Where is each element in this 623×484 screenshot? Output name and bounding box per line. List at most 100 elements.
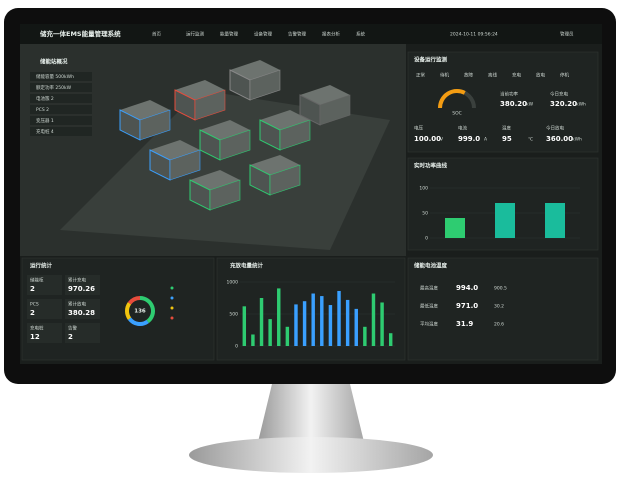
y-tick-label: 500 [229, 312, 238, 318]
bar [294, 304, 298, 346]
stat-value: 2 [30, 285, 35, 293]
battery-value: 971.0 [456, 302, 478, 310]
bar [380, 302, 384, 346]
overview-item: 额定功率 250kW [36, 84, 72, 91]
rack [190, 170, 240, 190]
stat-value: 380.28 [68, 309, 95, 317]
stat-value: 320.20 [550, 100, 577, 108]
status-tab[interactable]: 正常 [416, 72, 425, 79]
stat-unit: ℃ [528, 137, 533, 143]
rack [230, 60, 280, 80]
bar [268, 319, 272, 346]
stat-label: 告警 [68, 325, 77, 332]
battery-sub: 20.6 [494, 322, 504, 328]
status-tab[interactable]: 停机 [560, 72, 569, 79]
stat-card [65, 275, 100, 295]
stat-label: 累计放电 [68, 301, 86, 308]
battery-label: 最低温度 [420, 303, 438, 310]
nav-item[interactable]: 首页 [152, 31, 161, 38]
scene-racks [119, 60, 351, 211]
nav-item[interactable]: 能量管理 [220, 31, 238, 38]
rack [209, 179, 241, 211]
bar [363, 326, 367, 346]
clock: 2024-10-11 09:56:24 [450, 32, 498, 38]
rack [120, 100, 170, 120]
bar [371, 293, 376, 346]
status-tab[interactable]: 故障 [464, 72, 473, 79]
stat-label: 电压 [414, 125, 423, 132]
nav-item[interactable]: 系统 [356, 31, 365, 38]
bar [320, 296, 324, 346]
battery-sub: 30.2 [494, 304, 504, 310]
status-tab[interactable]: 放电 [536, 72, 545, 79]
rack [150, 140, 200, 160]
overview-item: 电池簇 2 [36, 95, 54, 102]
rack [260, 110, 310, 130]
legend-dot [170, 286, 174, 290]
bar [545, 203, 565, 238]
overview-row [30, 72, 92, 81]
stat-value: 380.20 [500, 100, 527, 108]
stat-value: 999.0 [458, 135, 480, 143]
bar [251, 334, 255, 346]
nav-item[interactable]: 设备管理 [254, 31, 272, 38]
stat-value: 100.00 [414, 135, 441, 143]
stat-unit: kWh [576, 102, 586, 108]
stat-card [27, 299, 62, 319]
bar [328, 305, 333, 346]
stat-unit: V [440, 137, 444, 143]
stat-value: 2 [30, 309, 35, 317]
rack [169, 149, 201, 181]
nav-item[interactable]: 运行监测 [186, 31, 204, 38]
bar [277, 288, 281, 346]
battery-value: 31.9 [456, 320, 473, 328]
stat-unit: kWh [572, 137, 582, 143]
overview-row [30, 94, 92, 103]
rack [175, 80, 225, 100]
battery-label: 平均温度 [420, 321, 438, 328]
y-tick-label: 0 [425, 236, 428, 242]
stand-base [189, 437, 433, 473]
stat-label: 储能柜 [30, 277, 44, 284]
nav-item[interactable]: 报表分析 [322, 31, 340, 38]
legend-dot [170, 306, 174, 310]
bar [345, 299, 350, 346]
overview-item: PCS 2 [36, 107, 49, 113]
stat-value: 360.00 [546, 135, 573, 143]
bar [337, 290, 341, 346]
stand-neck [258, 384, 364, 442]
ring-center: 136 [134, 309, 146, 315]
rack [139, 109, 171, 141]
app-title: 储充一体EMS能量管理系统 [39, 29, 121, 38]
status-tab[interactable]: 待机 [440, 72, 449, 79]
overview-item: 充电桩 4 [36, 128, 54, 135]
y-tick-label: 100 [419, 186, 428, 192]
legend-dot [170, 296, 174, 300]
legend-dot [170, 316, 174, 320]
nav-item[interactable]: 告警管理 [288, 31, 306, 38]
status-tab[interactable]: 离线 [488, 72, 497, 79]
battery-sub: 900.5 [494, 286, 507, 292]
y-tick-label: 1000 [227, 280, 239, 286]
y-tick-label: 0 [235, 344, 238, 350]
user-menu[interactable]: 管理员 [560, 31, 574, 38]
stat-label: 今日充电 [550, 91, 568, 98]
overview-row [30, 127, 92, 136]
ring-segment [127, 317, 149, 326]
battery-title: 储能电池温度 [413, 262, 448, 270]
chart-title: 运行统计 [30, 262, 53, 270]
bar [354, 308, 358, 346]
stat-label: 充电桩 [30, 325, 44, 332]
bar [302, 301, 307, 346]
panel [407, 257, 599, 361]
rack [219, 129, 251, 161]
status-tab[interactable]: 充电 [512, 72, 521, 79]
overview-title: 储能站概况 [39, 58, 68, 66]
stat-card [27, 323, 62, 343]
y-tick-label: 50 [422, 211, 428, 217]
rack [279, 119, 311, 151]
stat-label: 今日放电 [546, 125, 564, 132]
stat-unit: A [484, 137, 488, 143]
